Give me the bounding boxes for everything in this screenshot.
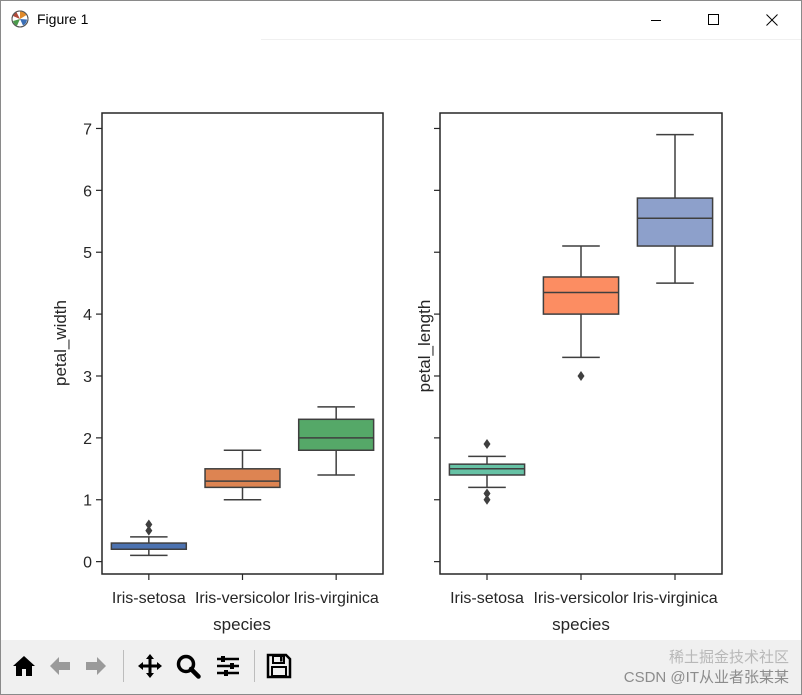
- toolbar-separator: [123, 650, 124, 682]
- forward-arrow-icon: [86, 657, 106, 675]
- axes-frame: [101, 112, 384, 575]
- box-iqr: [542, 276, 620, 315]
- watermark: 稀土掘金技术社区 CSDN @IT从业者张某某: [624, 648, 789, 688]
- outlier-point: [483, 488, 491, 499]
- minimize-button[interactable]: [627, 1, 685, 39]
- y-tick-label: 3: [83, 369, 92, 386]
- back-arrow-icon: [50, 657, 70, 675]
- figure-canvas[interactable]: 0 1 2 3 4 5 6 7 Iris-setosa Iris-versicolor Iris-v…: [1, 40, 801, 640]
- box-iris-virginica: [297, 406, 375, 476]
- y-tick-label: 5: [83, 245, 92, 262]
- navigation-toolbar: 稀土掘金技术社区 CSDN @IT从业者张某某: [1, 640, 801, 694]
- box-iris-versicolor: [542, 245, 620, 381]
- axes-petal-width: 0 1 2 3 4 5 6 7 Iris-setosa Iris-versicolor Iris-v…: [51, 112, 384, 634]
- box-iris-setosa: [448, 439, 526, 505]
- save-icon: [266, 653, 292, 679]
- box-iris-virginica: [636, 133, 714, 284]
- y-tick-label: 6: [83, 183, 92, 200]
- toolbar-separator: [254, 650, 255, 682]
- x-tick-label: Iris-setosa: [450, 590, 524, 607]
- title-bar[interactable]: Figure 1: [1, 1, 801, 39]
- outlier-point: [145, 525, 153, 536]
- maximize-icon: [708, 14, 719, 25]
- maximize-button[interactable]: [685, 1, 743, 39]
- x-axis-label: species: [552, 615, 610, 634]
- back-button[interactable]: [44, 650, 76, 682]
- outlier-point: [483, 439, 491, 450]
- close-button[interactable]: [743, 1, 801, 39]
- forward-button[interactable]: [80, 650, 112, 682]
- x-tick-label: Iris-versicolor: [195, 590, 291, 607]
- y-tick-label: 2: [83, 431, 92, 448]
- home-button[interactable]: [8, 650, 40, 682]
- minimize-icon: [651, 20, 661, 21]
- y-tick-label: 1: [83, 493, 92, 510]
- box-iqr: [297, 418, 375, 451]
- outlier-point: [145, 519, 153, 530]
- y-tick-label: 0: [83, 555, 92, 572]
- y-tick-label: 7: [83, 121, 92, 138]
- y-axis-label: petal_width: [51, 300, 70, 386]
- y-tick-label: 4: [83, 307, 92, 324]
- x-tick-label: Iris-versicolor: [533, 590, 629, 607]
- box-iris-versicolor: [204, 449, 281, 501]
- y-axis-label: petal_length: [415, 300, 434, 393]
- title-separator: [261, 39, 801, 40]
- x-tick-label: Iris-setosa: [112, 590, 186, 607]
- zoom-button[interactable]: [172, 650, 204, 682]
- x-tick-label: Iris-virginica: [293, 590, 378, 607]
- configure-subplots-icon: [217, 656, 239, 676]
- window-title: Figure 1: [37, 11, 89, 27]
- pan-button[interactable]: [134, 650, 166, 682]
- configure-subplots-button[interactable]: [212, 650, 244, 682]
- x-tick-label: Iris-virginica: [632, 590, 717, 607]
- save-button[interactable]: [263, 650, 295, 682]
- box-iqr: [110, 542, 188, 550]
- box-iqr: [448, 463, 526, 476]
- box-iris-setosa: [110, 519, 188, 557]
- matplotlib-icon: [11, 10, 29, 28]
- home-icon: [13, 656, 35, 676]
- watermark-line-1: 稀土掘金技术社区: [668, 649, 789, 666]
- watermark-line-2: CSDN @IT从业者张某某: [623, 669, 789, 686]
- zoom-icon: [176, 654, 201, 679]
- outlier-point: [483, 494, 491, 505]
- pan-icon: [138, 654, 162, 678]
- axes-petal-length: Iris-setosa Iris-versicolor Iris-virginica…: [415, 112, 723, 634]
- x-axis-label: species: [213, 615, 271, 634]
- box-iqr: [636, 197, 714, 247]
- close-icon: [766, 14, 778, 26]
- box-iqr: [204, 468, 281, 489]
- outlier-point: [577, 370, 585, 381]
